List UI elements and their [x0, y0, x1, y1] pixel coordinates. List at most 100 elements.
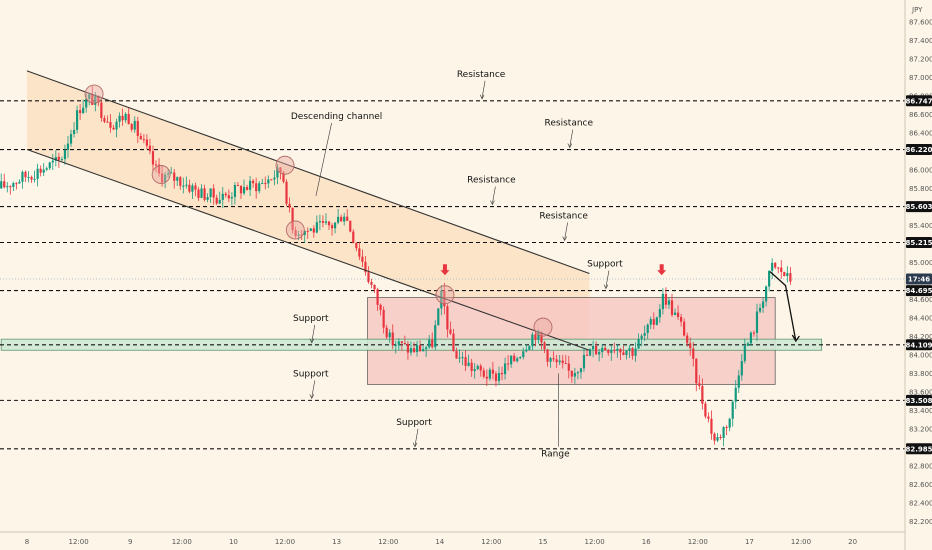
annotation-pointer-5: [311, 324, 316, 342]
candle-body-113: [343, 216, 346, 222]
candle-body-29: [88, 94, 91, 99]
x-tick-label-15: 12:00: [791, 538, 811, 546]
touch-circle-1: [151, 165, 171, 184]
candle-body-116: [352, 231, 355, 243]
candle-body-257: [780, 267, 783, 272]
x-tick-label-14: 17: [745, 538, 754, 546]
candle-body-108: [327, 221, 331, 226]
candle-body-131: [397, 341, 400, 346]
candle-body-150: [455, 351, 458, 359]
candle-body-133: [403, 342, 406, 344]
candle-body-102: [309, 228, 312, 231]
candle-body-69: [209, 188, 212, 198]
candle-body-154: [467, 362, 470, 366]
candle-body-144: [437, 308, 440, 326]
level-annotation-7: Support: [396, 418, 432, 428]
candle-body-147: [446, 306, 449, 330]
candle-body-45: [136, 120, 139, 136]
candle-body-31: [94, 96, 97, 105]
x-tick-label-6: 13: [332, 538, 341, 546]
candle-body-166: [503, 363, 507, 375]
candle-body-89: [270, 179, 273, 181]
level-badge-label-0: 86.747: [905, 97, 932, 105]
candle-body-37: [112, 127, 115, 130]
candle-body-78: [236, 185, 240, 187]
candle-body-227: [689, 343, 692, 349]
candle-body-86: [261, 183, 264, 185]
y-tick-label-27: 82.200: [909, 518, 932, 526]
candle-body-88: [267, 179, 270, 184]
candle-body-83: [252, 180, 255, 184]
candle-body-165: [500, 372, 504, 375]
candle-body-233: [707, 416, 710, 419]
y-tick-label-13: 85.000: [909, 259, 932, 267]
candle-body-25: [75, 110, 79, 130]
candle-body-51: [154, 164, 158, 166]
candle-body-217: [658, 309, 661, 318]
y-tick-label-1: 87.400: [909, 37, 932, 45]
candle-body-209: [634, 348, 637, 356]
annotation-pointer-0: [481, 80, 486, 98]
price-axis: 87.60087.40087.20087.00086.80086.60086.4…: [905, 18, 932, 526]
annotation-pointer-6: [311, 380, 316, 398]
candle-body-66: [200, 188, 203, 198]
x-tick-label-3: 12:00: [172, 538, 192, 546]
candle-body-5: [15, 183, 18, 185]
candle-body-221: [670, 300, 674, 315]
candle-body-214: [649, 319, 652, 325]
candle-body-220: [667, 300, 671, 305]
candle-body-186: [564, 363, 567, 365]
candle-body-175: [531, 334, 534, 347]
candle-body-237: [719, 437, 722, 439]
candle-body-124: [376, 289, 379, 305]
candle-body-211: [640, 335, 643, 339]
candle-body-244: [740, 361, 743, 376]
x-tick-label-2: 9: [128, 538, 132, 546]
candle-body-68: [206, 197, 209, 200]
candle-body-121: [367, 272, 370, 283]
candle-body-135: [409, 348, 413, 353]
candle-body-142: [431, 339, 434, 348]
candle-body-10: [30, 176, 33, 180]
candle-body-120: [364, 261, 367, 273]
candle-body-16: [48, 162, 51, 169]
candle-body-74: [224, 193, 227, 196]
annotation-pointer-tip-3: [562, 236, 567, 242]
candle-body-194: [588, 349, 592, 356]
level-annotation-2: Resistance: [467, 176, 516, 186]
x-tick-label-11: 12:00: [585, 538, 605, 546]
range-annotation: Range: [541, 450, 570, 460]
candle-body-199: [604, 347, 607, 351]
candle-body-107: [324, 221, 328, 223]
candle-body-168: [510, 355, 513, 365]
candles: [0, 86, 792, 447]
candle-body-187: [567, 363, 570, 371]
candle-body-169: [513, 355, 516, 362]
candle-body-13: [39, 168, 42, 173]
candle-body-141: [428, 339, 431, 348]
candle-body-52: [157, 164, 161, 174]
y-tick-label-0: 87.600: [909, 18, 932, 26]
candle-body-222: [673, 312, 677, 315]
candle-body-40: [121, 115, 124, 121]
candle-body-137: [415, 345, 419, 353]
candle-body-41: [124, 113, 127, 121]
candle-body-151: [458, 357, 461, 359]
y-tick-label-17: 84.200: [909, 333, 932, 341]
x-tick-label-13: 12:00: [688, 538, 708, 546]
candle-body-82: [248, 180, 252, 190]
candle-body-44: [133, 120, 136, 130]
x-tick-label-10: 15: [539, 538, 548, 546]
annotation-pointer-1: [569, 129, 574, 147]
candle-body-28: [85, 98, 88, 108]
candle-body-106: [321, 221, 325, 223]
x-tick-label-16: 20: [848, 538, 857, 546]
candle-body-64: [194, 185, 197, 190]
candle-body-90: [273, 177, 276, 180]
touch-circle-5: [533, 317, 553, 337]
candle-body-22: [66, 143, 70, 150]
candle-body-126: [382, 309, 385, 328]
channel-fill: [27, 70, 590, 351]
level-badge-label-3: 85.215: [905, 239, 932, 247]
candle-body-185: [561, 360, 564, 364]
